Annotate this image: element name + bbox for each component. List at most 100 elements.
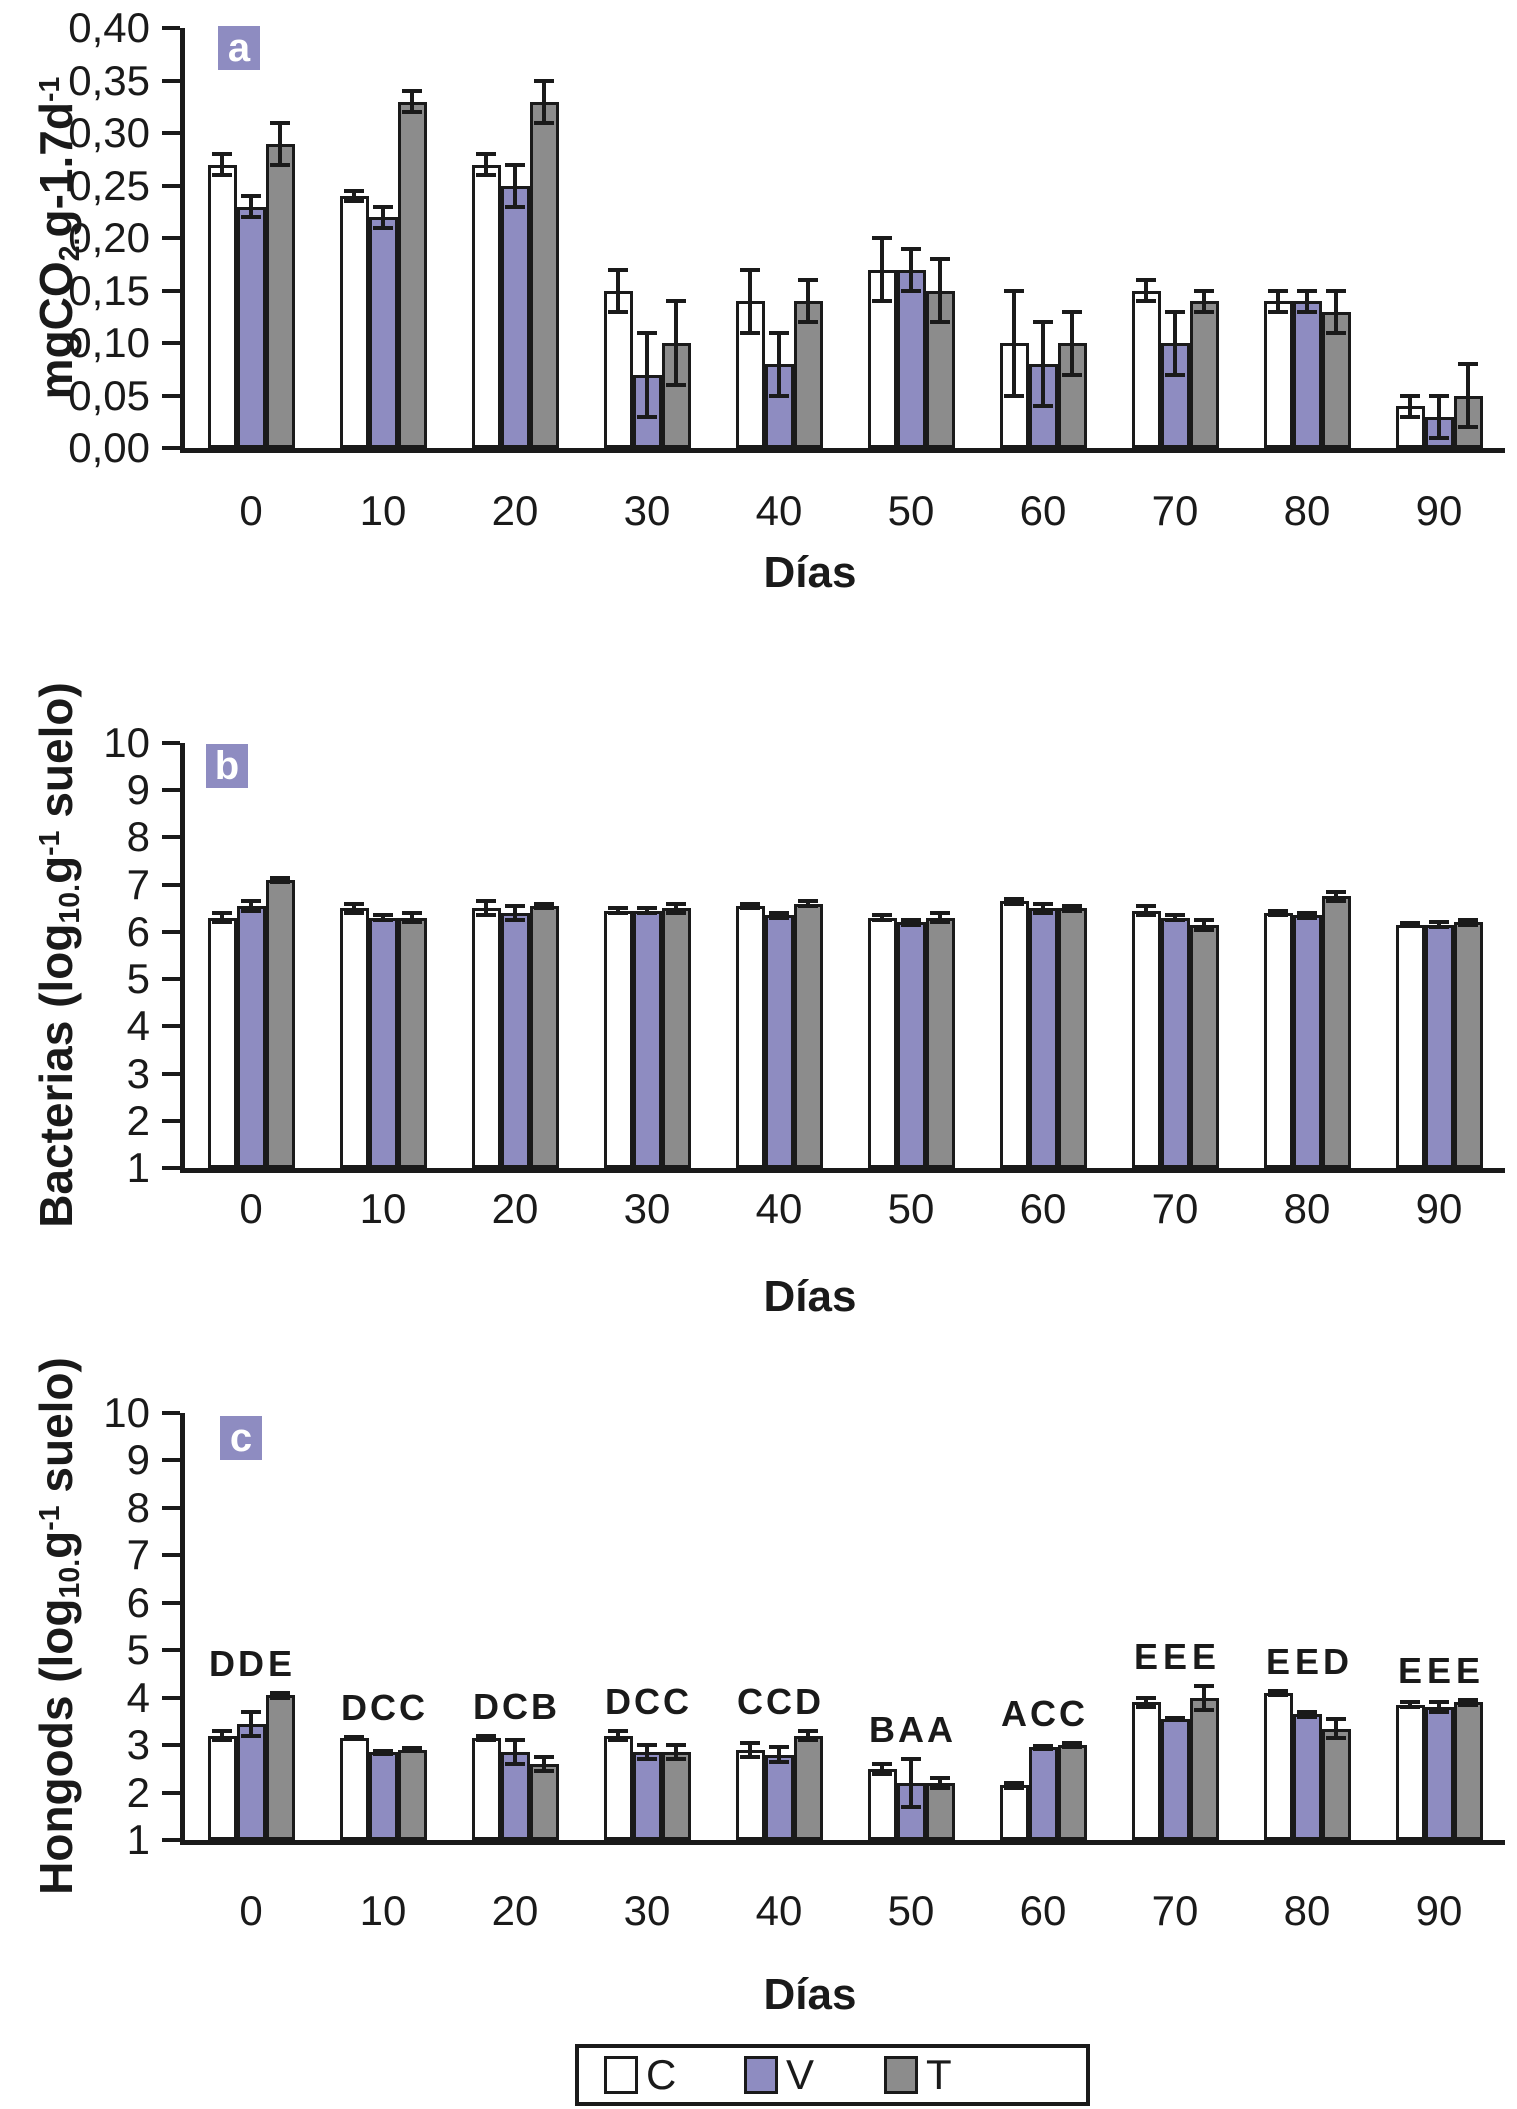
error-bar-cap-top — [666, 901, 686, 906]
significance-letter: D — [1323, 1640, 1349, 1682]
y-tick-mark — [162, 1071, 180, 1076]
error-bar-cap-top — [402, 911, 422, 915]
y-axis-line — [180, 743, 185, 1168]
error-bar-line — [1305, 290, 1309, 312]
error-bar-cap-top — [872, 913, 892, 918]
error-bar-line — [777, 1747, 781, 1762]
significance-letter: D — [473, 1685, 499, 1727]
error-bar-cap-bottom — [505, 918, 525, 923]
error-bar-cap-top — [241, 899, 261, 904]
x-tick-label: 70 — [1151, 1887, 1199, 1934]
bar-C-day80 — [1263, 1692, 1293, 1840]
error-bar-cap-bottom — [1326, 1735, 1346, 1740]
x-axis-title: Días — [763, 548, 857, 597]
y-tick-mark — [162, 1648, 180, 1653]
bar-V-day20 — [500, 185, 530, 448]
error-bar-cap-bottom — [1458, 425, 1478, 429]
error-bar-cap-bottom — [534, 1769, 554, 1774]
bar-V-day90 — [1424, 924, 1454, 1168]
error-bar-cap-top — [740, 1740, 760, 1745]
x-tick-label: 50 — [887, 487, 935, 534]
significance-letter: E — [1426, 1650, 1452, 1692]
error-bar-cap-top — [1458, 1698, 1478, 1703]
y-tick-mark — [162, 1695, 180, 1700]
error-bar-cap-bottom — [505, 204, 525, 209]
y-axis-title-segment: -1 — [34, 1505, 67, 1531]
y-axis-title-segment: Hongods (log — [30, 1598, 83, 1895]
error-bar-cap-top — [637, 1743, 657, 1748]
error-bar-line — [938, 913, 942, 923]
error-bar-line — [674, 903, 678, 913]
bar-C-day90 — [1395, 924, 1425, 1168]
y-tick-mark — [162, 341, 180, 345]
panel-label-badge: b — [206, 744, 248, 788]
error-bar-cap-top — [1033, 1744, 1053, 1749]
error-bar-cap-top — [901, 918, 921, 923]
y-tick-label: 4 — [126, 1673, 150, 1721]
bar-T-day70 — [1189, 924, 1219, 1168]
bar-V-day80 — [1292, 915, 1322, 1168]
y-tick-mark — [162, 1458, 180, 1463]
bar-T-day40 — [793, 1735, 823, 1840]
error-bar-line — [1012, 1783, 1016, 1788]
error-bar-line — [1202, 290, 1206, 312]
error-bar-cap-bottom — [1297, 915, 1317, 920]
error-bar-cap-bottom — [1194, 927, 1214, 932]
error-bar-cap-top — [344, 1734, 364, 1739]
error-bar-line — [220, 1730, 224, 1741]
error-bar-cap-bottom — [901, 922, 921, 927]
error-bar-cap-bottom — [344, 199, 364, 204]
error-bar-line — [1202, 1685, 1206, 1710]
error-bar-cap-bottom — [1165, 1718, 1185, 1723]
y-axis-title-segment: 2. — [53, 237, 86, 262]
y-tick-label: 2 — [126, 1096, 150, 1144]
error-bar-cap-top — [270, 875, 290, 880]
significance-letter: E — [1191, 1635, 1217, 1677]
y-tick-mark — [162, 183, 180, 188]
y-tick-mark — [162, 288, 180, 293]
significance-letter: C — [634, 1680, 660, 1722]
bar-C-day20 — [471, 1737, 501, 1840]
error-bar-cap-bottom — [930, 320, 950, 324]
bar-T-day70 — [1189, 301, 1219, 448]
error-bar-cap-top — [1268, 1688, 1288, 1693]
bar-V-day70 — [1160, 1719, 1190, 1840]
error-bar-cap-top — [241, 194, 261, 198]
error-bar-cap-bottom — [608, 911, 628, 915]
error-bar-cap-top — [241, 1709, 261, 1714]
error-bar-cap-top — [402, 89, 422, 93]
error-bar-cap-top — [1429, 393, 1449, 398]
error-bar-cap-bottom — [901, 1804, 921, 1809]
x-tick-label: 10 — [359, 487, 407, 534]
error-bar-cap-bottom — [930, 1785, 950, 1790]
error-bar-cap-top — [270, 120, 290, 125]
error-bar-line — [748, 903, 752, 909]
significance-letter: D — [209, 1642, 235, 1684]
bar-T-day20 — [529, 101, 559, 448]
error-bar-cap-top — [930, 1776, 950, 1781]
error-bar-cap-bottom — [241, 908, 261, 913]
error-bar-line — [381, 206, 385, 228]
x-tick-label: 80 — [1283, 1185, 1331, 1232]
bar-V-day20 — [500, 913, 530, 1168]
error-bar-cap-bottom — [1033, 404, 1053, 408]
bar-C-day80 — [1263, 301, 1293, 448]
error-bar-cap-bottom — [666, 1757, 686, 1762]
error-bar-cap-bottom — [1062, 372, 1082, 377]
error-bar-cap-bottom — [534, 120, 554, 125]
x-tick-label: 20 — [491, 487, 539, 534]
error-bar-line — [909, 1759, 913, 1807]
error-bar-line — [278, 122, 282, 165]
error-bar-cap-bottom — [769, 915, 789, 920]
y-tick-label: 4 — [126, 1002, 150, 1050]
error-bar-cap-top — [1268, 908, 1288, 913]
error-bar-cap-top — [1062, 1740, 1082, 1745]
legend-swatch-T — [884, 2056, 918, 2094]
error-bar-cap-bottom — [476, 173, 496, 177]
error-bar-line — [748, 269, 752, 333]
y-tick-mark — [162, 1024, 180, 1029]
error-bar-line — [249, 901, 253, 911]
error-bar-line — [1334, 290, 1338, 333]
error-bar-cap-bottom — [608, 309, 628, 314]
